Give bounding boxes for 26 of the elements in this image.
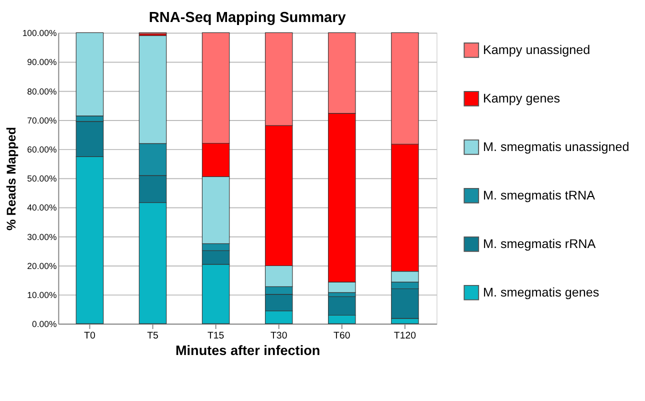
x-tick-label: T30 (270, 330, 288, 342)
legend-label: Kampy unassigned (483, 43, 590, 58)
y-tick-label: 30.00% (27, 232, 57, 242)
y-tick-label: 80.00% (27, 86, 57, 96)
x-axis-title: Minutes after infection (175, 343, 320, 358)
y-tick-label: 90.00% (27, 57, 57, 68)
x-tick-label: T0 (84, 330, 96, 342)
chart-title: RNA-Seq Mapping Summary (148, 10, 346, 26)
y-axis-title: % Reads Mapped (4, 126, 18, 230)
x-tick-label: T5 (147, 330, 158, 342)
legend-label: M. smegmatis unassigned (483, 140, 630, 154)
y-tick-label: 40.00% (27, 202, 57, 213)
y-tick-label: 100.00% (22, 28, 57, 38)
y-tick-label: 0.00% (32, 319, 57, 330)
legend-label: M. smegmatis rRNA (483, 237, 596, 252)
legend-label: M. smegmatis tRNA (483, 188, 596, 203)
legend-label: M. smegmatis genes (483, 286, 600, 300)
x-tick-label: T15 (207, 330, 224, 342)
y-tick-label: 50.00% (27, 174, 57, 184)
x-tick-label: T60 (334, 330, 351, 342)
legend-label: Kampy genes (483, 92, 560, 106)
x-tick-label: T120 (394, 330, 417, 342)
y-tick-label: 20.00% (27, 260, 57, 271)
y-tick-label: 60.00% (27, 144, 57, 154)
y-tick-label: 10.00% (27, 290, 57, 300)
y-tick-label: 70.00% (27, 115, 57, 126)
